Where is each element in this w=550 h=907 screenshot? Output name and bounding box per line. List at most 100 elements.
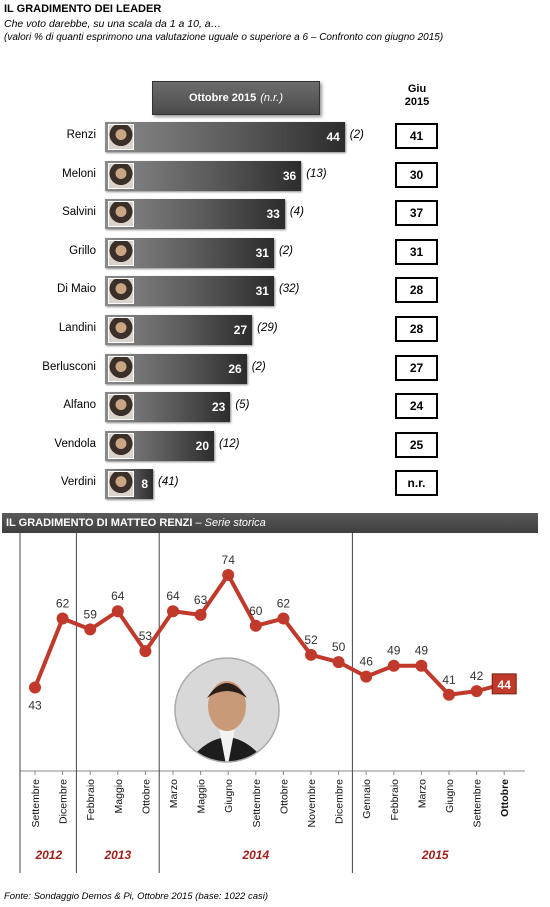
leader-name: Berlusconi: [42, 360, 96, 373]
leader-photo-icon: [108, 317, 134, 343]
x-tick-label: Dicembre: [334, 779, 346, 824]
x-tick-label: Ottobre: [278, 779, 290, 814]
x-tick-label: Gennaio: [361, 779, 373, 819]
leader-photo-icon: [108, 162, 134, 189]
bar-value: 33: [266, 207, 280, 222]
data-label: 43: [28, 698, 42, 712]
leader-bar: 31: [105, 237, 274, 268]
renzi-line-chart: 43 62 59 64 53 64 63 74 60 62 52 50 46 49 49 41 42 44 Sett…: [19, 533, 525, 873]
leader-name: Landini: [58, 322, 96, 334]
data-point: [111, 605, 124, 618]
year-label: 2014: [241, 848, 269, 862]
data-point: [470, 685, 483, 698]
bar-value: 23: [211, 400, 226, 415]
leader-photo-icon: [108, 201, 134, 228]
year-label: 2015: [421, 848, 449, 862]
data-label: 49: [387, 644, 401, 658]
x-tick-label: Settembre: [472, 779, 484, 828]
data-point: [249, 619, 262, 632]
leader-bar: 26: [105, 353, 247, 384]
leader-photo-icon: [108, 124, 134, 150]
current-column-label: Ottobre 2015: [188, 92, 257, 104]
x-tick-label: Ottobre: [499, 779, 511, 817]
leader-row: Alfano 23 (5) 24: [0, 388, 550, 426]
giu-2015-value: n.r.: [395, 470, 438, 497]
leader-bar: 36: [105, 160, 302, 191]
leader-bar: 8: [105, 469, 153, 500]
data-point: [305, 648, 317, 661]
leader-bar: 27: [105, 315, 253, 345]
nr-value: (2): [278, 244, 293, 257]
leader-row: Salvini 33 (4) 37: [0, 195, 550, 233]
previous-column-label-line2: 2015: [404, 96, 430, 108]
bar-value: 27: [233, 323, 248, 337]
data-label: 62: [277, 597, 291, 611]
leader-photo-icon: [108, 239, 134, 266]
x-tick-label: Ottobre: [140, 779, 152, 814]
x-tick-label: Novembre: [306, 779, 318, 828]
leader-photo-icon: [108, 432, 134, 459]
portrait-photo: [175, 658, 279, 762]
renzi-series-line: [33, 572, 505, 697]
x-tick-label: Marzo: [416, 779, 428, 808]
page-title: IL GRADIMENTO DEI LEADER: [4, 3, 162, 15]
x-tick-label: Settembre: [251, 779, 263, 828]
bar-value: 36: [282, 168, 297, 183]
data-label: 42: [470, 669, 484, 683]
x-tick-label: Giugno: [444, 779, 456, 813]
leader-row: Landini 27 (29) 28: [0, 311, 550, 349]
leader-photo-icon: [108, 278, 134, 305]
nr-value: (2): [251, 360, 266, 373]
data-label: 64: [111, 589, 125, 603]
leader-row: Meloni 36 (13) 30: [0, 157, 550, 195]
data-label: 46: [360, 655, 374, 669]
leader-bar: 23: [105, 392, 231, 423]
giu-2015-value: 31: [395, 238, 438, 265]
leader-row: Vendola 20 (12) 25: [0, 427, 550, 465]
leader-photo-icon: [108, 471, 134, 498]
data-label: 60: [249, 604, 263, 618]
giu-2015-value: 27: [395, 354, 438, 381]
portrait-frame: [174, 657, 280, 763]
bar-value: 8: [141, 477, 148, 492]
data-point: [332, 656, 345, 669]
giu-2015-value: 25: [395, 431, 438, 458]
portrait-hair: [207, 683, 247, 698]
x-tick-label: Febbraio: [85, 779, 97, 821]
data-point: [222, 568, 235, 581]
data-label: 49: [415, 644, 429, 658]
giu-2015-value: 28: [395, 316, 438, 342]
leader-name: Grillo: [69, 244, 96, 257]
data-label: 62: [56, 597, 70, 611]
source-note: Fonte: Sondaggio Demos & Pi, Ottobre 201…: [4, 891, 269, 902]
data-label: 63: [194, 593, 208, 607]
data-point: [360, 670, 373, 683]
nr-value: (2): [349, 129, 364, 141]
leader-name: Salvini: [62, 206, 96, 219]
nr-value: (32): [278, 283, 300, 296]
leader-bar: 20: [105, 430, 214, 461]
bar-value: 26: [228, 361, 242, 376]
leader-name: Verdini: [60, 476, 96, 489]
data-label: 74: [222, 553, 236, 567]
giu-2015-value: 37: [395, 200, 438, 227]
bar-value: 31: [255, 245, 269, 260]
nr-value: (13): [306, 167, 327, 180]
leader-name: Di Maio: [57, 283, 96, 296]
data-label: 41: [442, 673, 456, 687]
nr-value: (4): [289, 206, 304, 219]
leader-name: Meloni: [62, 167, 96, 180]
leader-photo-icon: [108, 355, 134, 382]
giu-2015-value: 41: [395, 123, 438, 149]
data-label: 64: [166, 589, 180, 603]
data-label: 52: [304, 633, 318, 647]
leader-row: Renzi 44 (2) 41: [0, 118, 550, 156]
renzi-section-subtitle: Serie storica: [204, 517, 266, 529]
data-label: 59: [84, 607, 98, 621]
data-point: [277, 612, 290, 625]
year-label: 2012: [34, 848, 62, 862]
leader-bar: 31: [105, 276, 274, 307]
note-text: (valori % di quanti esprimono una valuta…: [4, 32, 444, 43]
portrait-face: [208, 681, 246, 731]
leader-row: Berlusconi 26 (2) 27: [0, 350, 550, 388]
